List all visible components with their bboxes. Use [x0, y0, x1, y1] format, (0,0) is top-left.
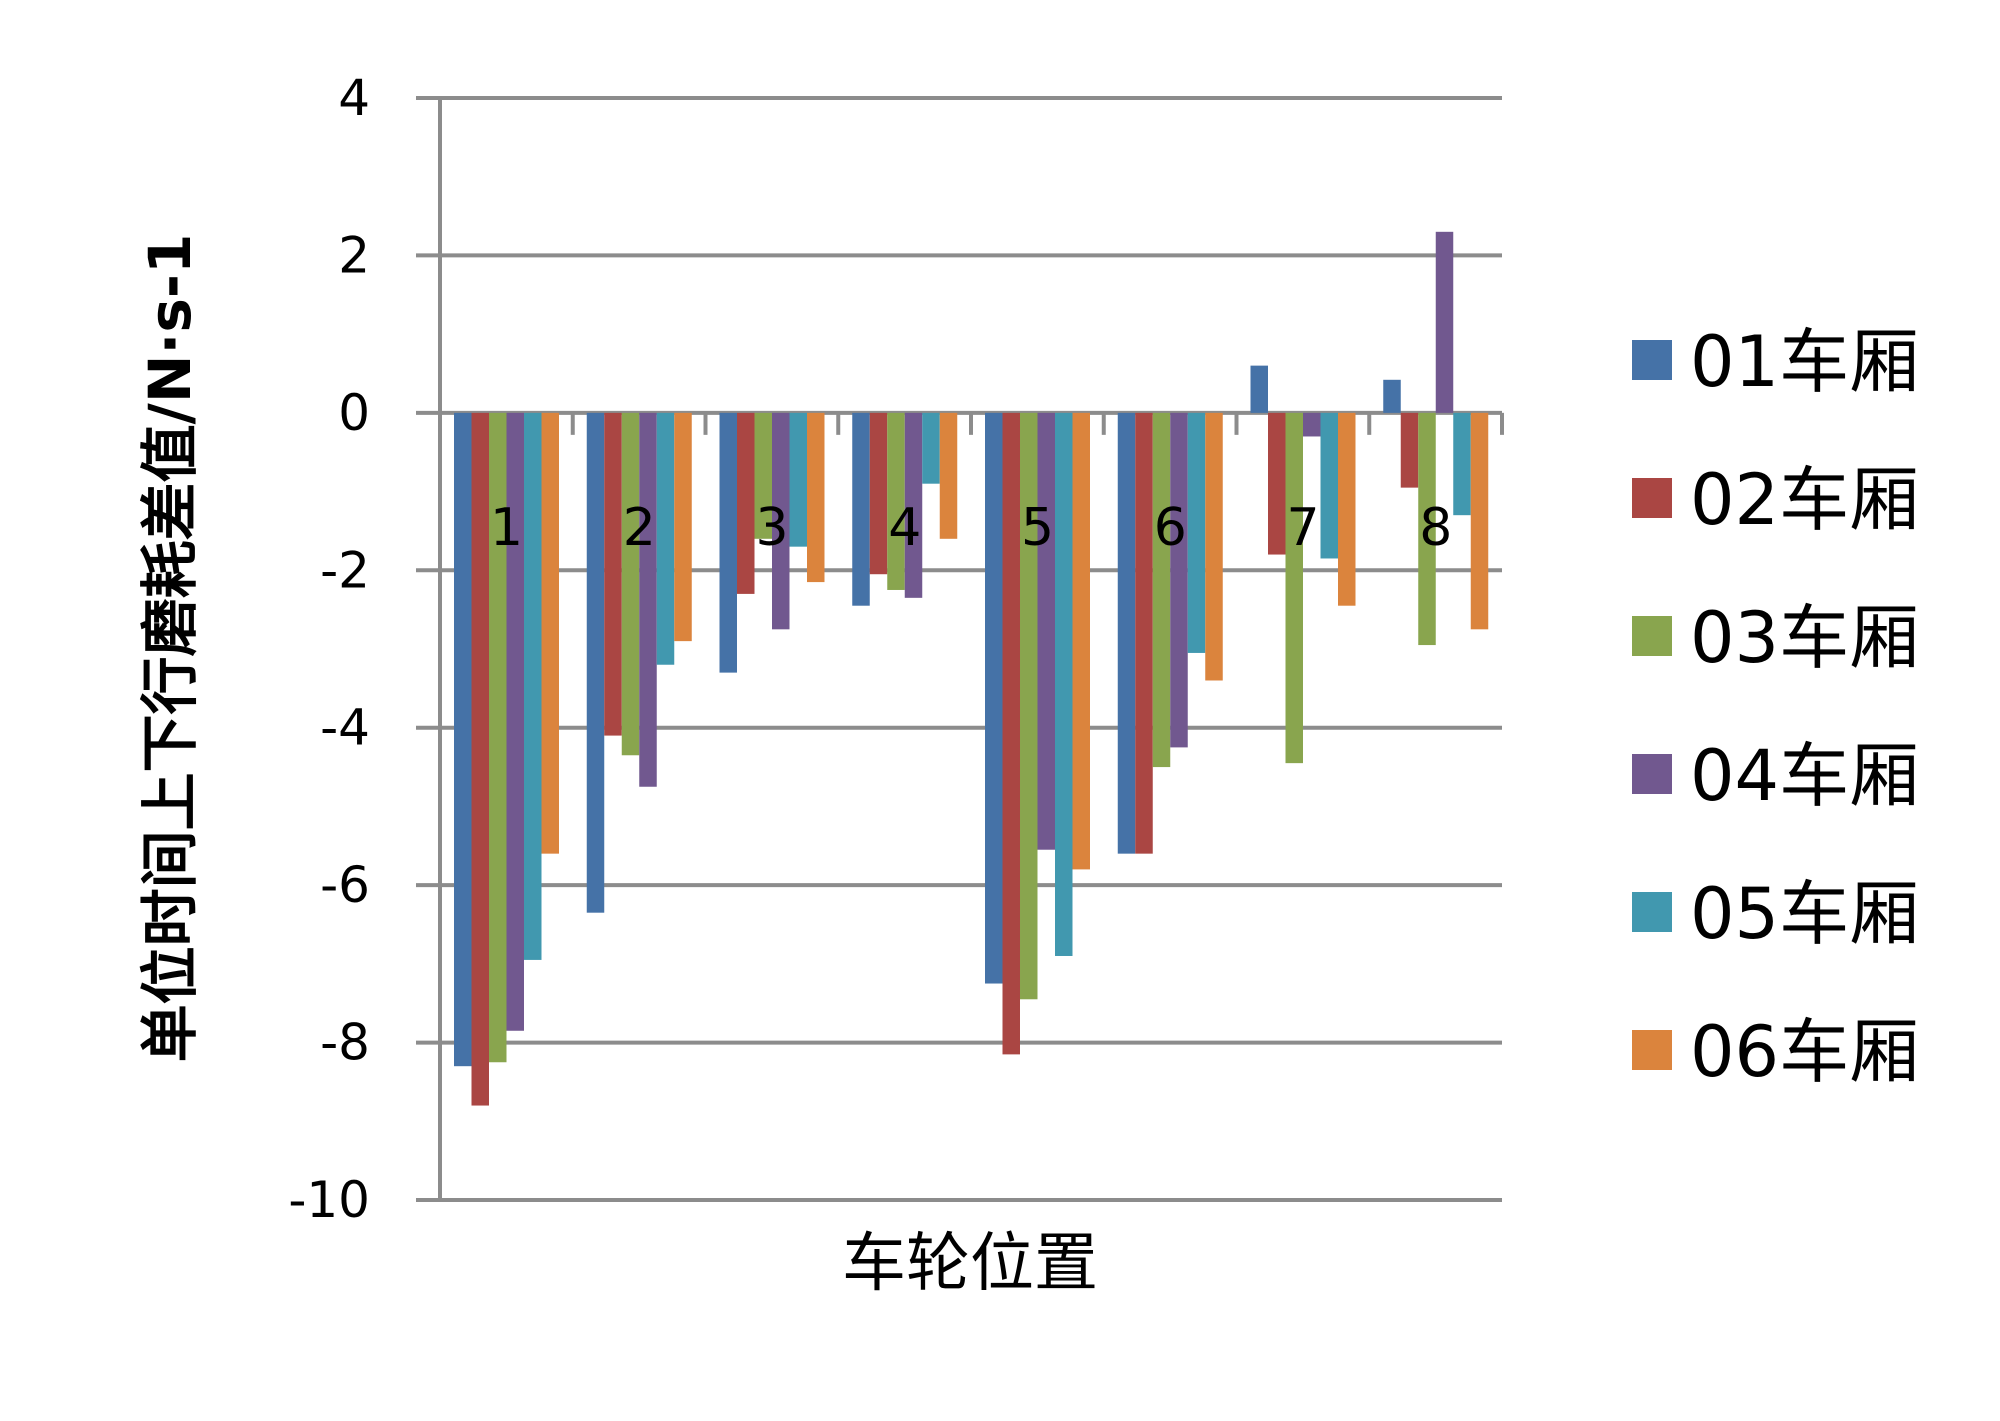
bar: [1383, 379, 1401, 413]
category-label: 2: [623, 498, 656, 558]
bar: [604, 412, 622, 736]
bar: [1268, 412, 1286, 555]
category-labels: 1 2 3 4 5 6 7 8: [490, 498, 1452, 558]
legend-swatch: [1632, 340, 1672, 380]
bar: [1170, 412, 1188, 748]
bar: [1303, 412, 1321, 437]
bar: [1037, 412, 1055, 850]
bar: [524, 412, 542, 960]
legend-label: 05车厢: [1690, 873, 1919, 955]
bar: [922, 412, 940, 484]
legend-swatch: [1632, 1030, 1672, 1070]
legend-swatch: [1632, 892, 1672, 932]
legend-swatch: [1632, 754, 1672, 794]
bar: [1055, 412, 1073, 956]
x-axis-title: 车轮位置: [842, 1227, 1098, 1301]
bar: [621, 412, 640, 756]
bar: [852, 412, 870, 606]
bar: [639, 412, 657, 787]
bar: [807, 412, 825, 583]
y-tick-label: -10: [288, 1171, 370, 1229]
legend-swatch: [1632, 478, 1672, 518]
category-label: 5: [1021, 498, 1054, 558]
category-label: 7: [1286, 498, 1319, 558]
bar: [1187, 412, 1206, 653]
bar: [719, 412, 737, 673]
bar: [1152, 412, 1171, 768]
category-label: 3: [755, 498, 788, 558]
bar: [656, 412, 675, 665]
y-axis-title: 单位时间上下行磨耗差值/N·s-1: [136, 234, 204, 1063]
bar: [1400, 412, 1419, 488]
bar: [471, 412, 489, 1106]
y-tick-label: -2: [320, 541, 370, 599]
legend-label: 06车厢: [1690, 1011, 1919, 1093]
bar: [1205, 412, 1223, 681]
bar: [904, 412, 923, 598]
bar: [789, 412, 807, 547]
bar: [1453, 412, 1471, 516]
bar: [1072, 412, 1090, 870]
bar: [737, 412, 755, 594]
legend: 01车厢 02车厢 03车厢 04车厢 05车厢 06车厢: [1632, 321, 1919, 1093]
bar: [1250, 365, 1268, 413]
bar: [754, 412, 772, 539]
bar: [506, 412, 524, 1031]
category-label: 4: [888, 498, 921, 558]
grid-lines: [416, 96, 1502, 1202]
bar: [772, 412, 790, 630]
bar: [985, 412, 1003, 984]
bar: [541, 412, 559, 854]
y-tick-label: -8: [320, 1014, 370, 1072]
bar: [1320, 412, 1338, 559]
legend-label: 01车厢: [1690, 321, 1919, 403]
bar: [1117, 412, 1136, 854]
category-label: 1: [490, 498, 523, 558]
y-tick-label: -6: [320, 856, 370, 914]
bar: [1135, 412, 1153, 854]
bar: [939, 412, 958, 539]
y-tick-label: 0: [338, 384, 370, 442]
category-label: 8: [1419, 498, 1452, 558]
bar: [454, 412, 472, 1067]
bar: [869, 412, 888, 575]
bars: [454, 231, 1489, 1106]
y-tick-label: 4: [338, 69, 370, 127]
bar: [1470, 412, 1489, 630]
bar: [489, 412, 507, 1063]
legend-label: 03车厢: [1690, 597, 1919, 679]
axes: [416, 98, 1504, 1200]
bar: [887, 412, 905, 590]
y-tick-labels: 4 2 0 -2 -4 -6 -8 -10: [288, 69, 370, 1229]
y-tick-label: 2: [338, 226, 370, 284]
bar: [1418, 412, 1436, 646]
bar: [1020, 412, 1038, 1000]
bar: [1285, 412, 1303, 764]
legend-label: 02车厢: [1690, 459, 1919, 541]
legend-label: 04车厢: [1690, 735, 1919, 817]
legend-swatch: [1632, 616, 1672, 656]
bar: [674, 412, 692, 642]
bar: [1338, 412, 1356, 606]
bar: [1435, 231, 1454, 413]
bar: [586, 412, 605, 913]
y-tick-label: -4: [320, 699, 370, 757]
bar: [1002, 412, 1020, 1055]
category-label: 6: [1154, 498, 1187, 558]
